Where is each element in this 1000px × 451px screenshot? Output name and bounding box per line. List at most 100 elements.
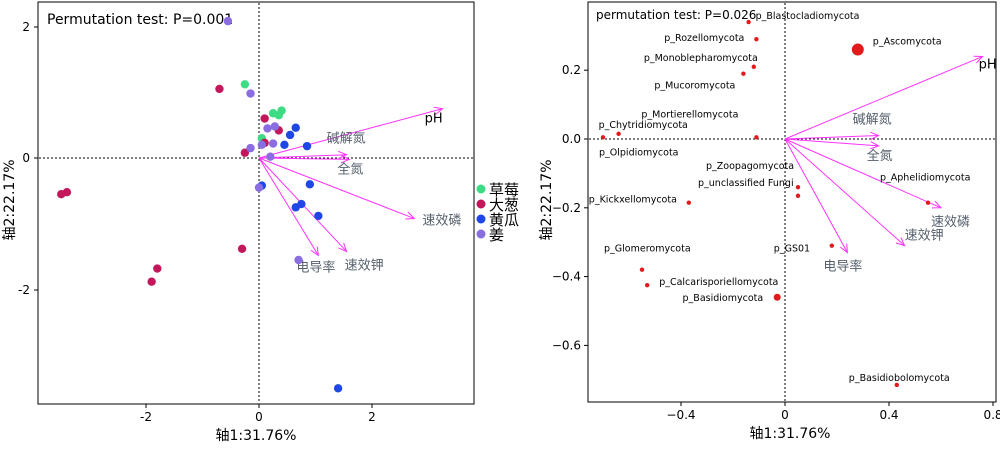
env-arrow-label: 全氮 <box>337 161 363 177</box>
y-tick-label: −0.4 <box>552 270 581 284</box>
taxon-point <box>795 193 801 198</box>
sample-point <box>260 114 269 123</box>
taxon-point <box>754 135 759 140</box>
sample-point <box>62 188 72 197</box>
y-tick-label: 0.2 <box>562 63 581 77</box>
taxon-point <box>645 283 650 288</box>
env-arrow-line <box>258 157 319 256</box>
taxon-label: p_Blastocladiomycota <box>756 11 860 22</box>
legend-label: 姜 <box>489 226 504 244</box>
env-arrow-label: pH <box>979 57 997 72</box>
env-arrow-head <box>433 106 444 115</box>
x-ticks: −0.4 0 0.4 0.8 <box>666 402 1000 422</box>
env-arrow-line <box>784 135 879 140</box>
env-arrow-head <box>973 55 984 64</box>
env-arrow-head <box>340 155 351 164</box>
sample-point <box>237 244 247 254</box>
env-arrow-head <box>895 237 906 247</box>
taxon-point <box>746 19 751 25</box>
env-arrow-head <box>405 211 416 220</box>
taxon-label: p_Monoblepharomycota <box>644 53 758 64</box>
env-arrow-head <box>869 141 880 150</box>
env-arrow-label: 电导率 <box>296 259 335 275</box>
taxon-label: p_Basidiomycota <box>683 293 764 304</box>
sample-point <box>333 384 343 393</box>
y-ticks: 0.2 0.0 −0.2 −0.4 −0.6 <box>552 63 588 352</box>
taxa-points: p_Blastocladiomycota p_Ascomycota p_Rozell… <box>589 11 970 388</box>
env-arrow-head <box>310 246 319 257</box>
taxon-label: p_Ascomycota <box>873 37 942 48</box>
taxon-point <box>829 243 834 248</box>
taxon-label: p_Glomeromycota <box>604 244 691 255</box>
sample-point <box>246 89 255 98</box>
y-ticks: 2 0 -2 <box>18 20 38 297</box>
x-tick-label: 2 <box>368 410 376 424</box>
env-arrow-label: 碱解氮 <box>327 132 366 147</box>
taxon-point <box>616 131 621 137</box>
env-arrow-line <box>258 108 443 159</box>
chart-title: Permutation test: P=0.001 <box>47 12 233 28</box>
legend-label: 大葱 <box>489 196 519 214</box>
taxon-point <box>894 382 899 388</box>
taxon-label: p_Olpidiomycota <box>599 147 679 158</box>
env-arrow-line <box>784 138 879 147</box>
env-arrow-line <box>784 138 942 209</box>
sample-point <box>314 211 323 221</box>
legend-marker <box>476 229 486 239</box>
env-arrow-line <box>258 157 415 220</box>
sample-point <box>305 180 315 189</box>
taxon-label: p_Calcarisporiellomycota <box>659 277 778 288</box>
y-tick-label: -2 <box>18 283 30 297</box>
y-tick-label: 0 <box>22 151 30 165</box>
env-arrow-head <box>870 131 880 140</box>
y-axis-label: 轴2:22.17% <box>2 159 18 240</box>
env-arrow-label: 碱解氮 <box>853 113 892 128</box>
taxon-label: p_Mortierellomycota <box>641 109 738 120</box>
taxon-point <box>600 135 606 140</box>
sample-point <box>285 130 295 140</box>
env-arrow-head <box>839 243 848 254</box>
taxon-point <box>639 267 645 272</box>
right-ordination-panel: permutation test: P=0.026 −0.4 0 0.4 0.8 0.… <box>539 1 1000 442</box>
taxon-label: p_GS01 <box>774 244 810 255</box>
env-arrow-label: pH <box>425 112 443 127</box>
sample-point <box>294 255 303 265</box>
x-tick-label: 0.8 <box>983 408 1000 422</box>
x-tick-label: −0.4 <box>666 408 695 422</box>
taxon-point <box>795 184 801 190</box>
taxon-point <box>773 293 781 301</box>
env-arrow-head <box>338 150 348 160</box>
sample-point <box>280 140 289 150</box>
env-arrow-label: 速效磷 <box>931 215 970 230</box>
sample-point <box>268 139 278 148</box>
y-axis-label: 轴2:22.17% <box>539 159 555 240</box>
legend-marker <box>476 214 486 224</box>
sample-points <box>57 16 343 393</box>
x-ticks: -2 0 2 <box>140 404 376 424</box>
legend-label: 黄瓜 <box>489 211 519 229</box>
env-arrow-label: 速效钾 <box>905 229 944 244</box>
sample-point <box>270 122 280 131</box>
env-arrow-label: 全氮 <box>867 148 893 164</box>
taxon-label: p_Aphelidiomycota <box>880 173 970 184</box>
x-tick-label: 0 <box>255 410 263 424</box>
taxon-label: p_Chytridiomycota <box>599 120 688 131</box>
env-arrow-line <box>784 55 983 140</box>
x-tick-label: 0.4 <box>879 408 898 422</box>
taxon-label: p_Zoopagomycota <box>706 161 794 172</box>
sample-point <box>153 264 162 273</box>
sample-point <box>147 277 156 286</box>
env-arrow-head <box>931 200 943 209</box>
sample-point <box>291 203 300 212</box>
x-axis-label: 轴1:31.76% <box>215 428 296 444</box>
chart-title: permutation test: P=0.026 <box>596 8 756 22</box>
x-axis-label: 轴1:31.76% <box>749 426 830 442</box>
taxon-label: p_Kickxellomycota <box>589 195 677 206</box>
y-tick-label: −0.2 <box>552 201 581 215</box>
x-tick-label: -2 <box>140 410 152 424</box>
env-arrow-label: 速效钾 <box>345 258 384 273</box>
legend-label: 草莓 <box>489 181 519 199</box>
sample-point <box>223 16 233 26</box>
